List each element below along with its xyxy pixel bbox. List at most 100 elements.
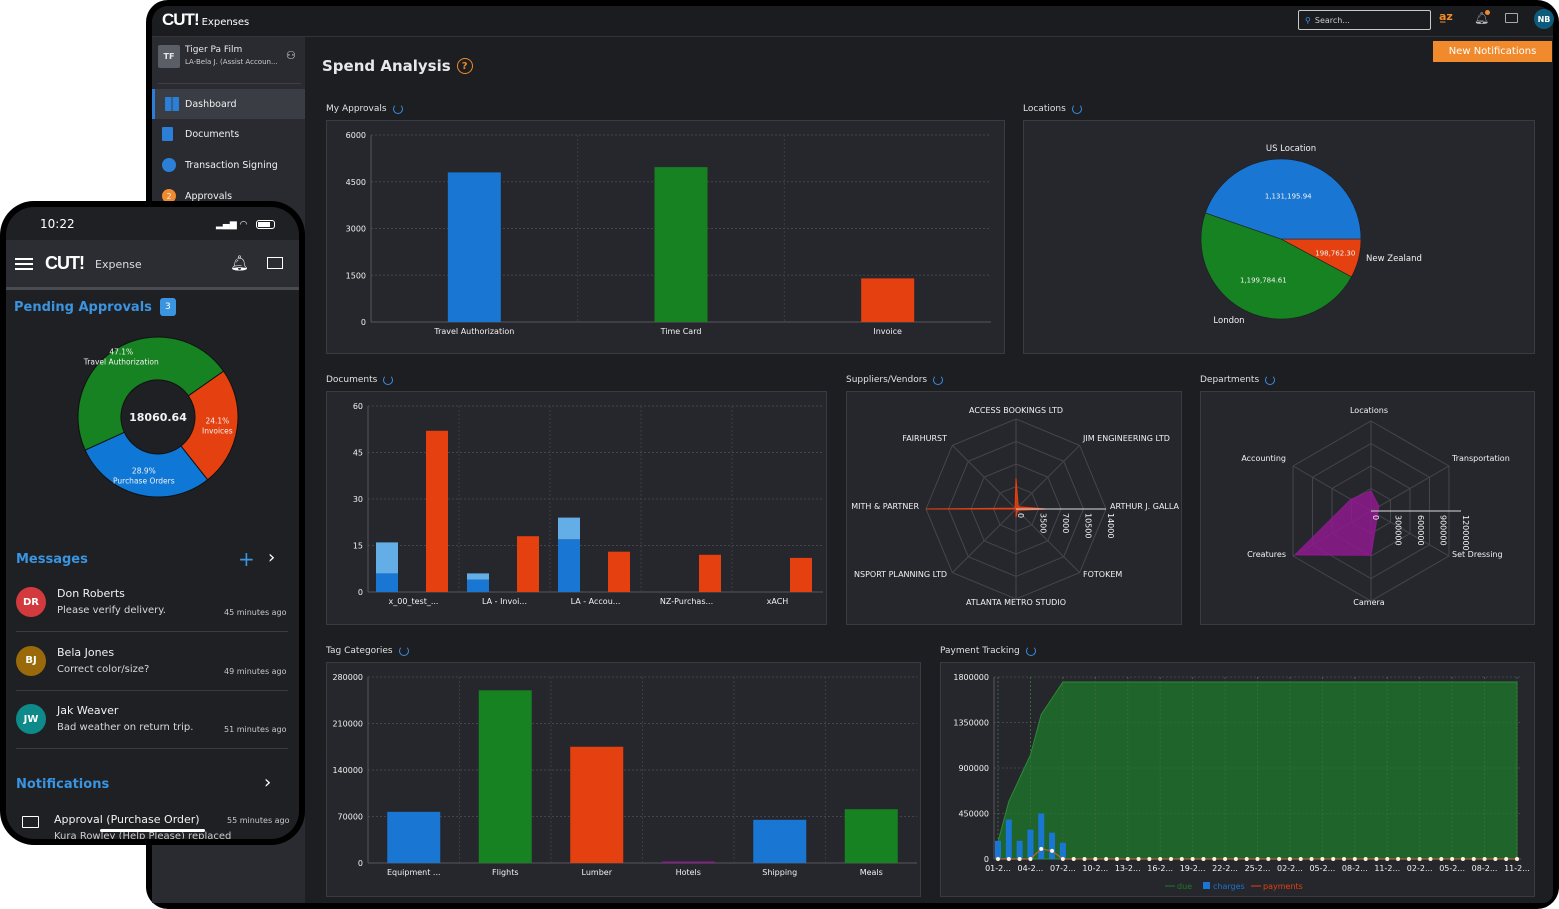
notification-dot: [1485, 10, 1490, 15]
notifications-chevron-right-icon[interactable]: ›: [264, 772, 272, 793]
refresh-icon[interactable]: [392, 104, 403, 114]
app-logo[interactable]: CUT! Expenses: [162, 10, 249, 30]
message-time: 49 minutes ago: [224, 666, 287, 676]
bell-icon[interactable]: 🔔︎: [230, 254, 250, 272]
bar-segment: [426, 430, 448, 592]
axis-label: Creatures: [1247, 550, 1286, 559]
panel-title-text: Departments: [1200, 375, 1260, 385]
pending-approvals-header[interactable]: Pending Approvals 3: [14, 298, 176, 316]
bar-segment: [608, 551, 630, 592]
y-tick-label: 6000: [346, 131, 366, 140]
x-tick-label: 08-2...: [1472, 864, 1498, 873]
sidebar-item-approvals[interactable]: 2 Approvals: [152, 181, 305, 211]
x-tick-label: Shipping: [762, 868, 797, 877]
payment-point: [1460, 857, 1465, 861]
locations-svg: 198,762.30 New Zealand 1,199,784.61 London 1…: [1200, 144, 1422, 326]
refresh-icon[interactable]: [1265, 375, 1276, 385]
switch-user-icon[interactable]: ⚇: [286, 49, 296, 62]
legend-label: charges: [1213, 882, 1245, 891]
radar-spoke: [1015, 508, 1080, 573]
y-tick-label: 0: [984, 855, 989, 864]
departments-title: Departments: [1200, 375, 1276, 385]
y-tick-label: 4500: [346, 178, 366, 187]
payment-point: [1039, 846, 1044, 851]
locations-chart: 198,762.30 New Zealand 1,199,784.61 London 1…: [1023, 120, 1535, 354]
payment-point: [1093, 857, 1098, 861]
payment-point: [1331, 857, 1336, 861]
radar-area: [925, 478, 1047, 518]
dashboard-icon: [165, 97, 179, 111]
logo-mark: CUT!: [162, 10, 200, 29]
x-tick-label: 02-2...: [1277, 864, 1303, 873]
message-item[interactable]: BJ Bela Jones Correct color/size? 49 min…: [6, 638, 299, 694]
notifications-title: Notifications: [16, 777, 110, 792]
sidebar-item-transaction-signing[interactable]: Transaction Signing: [152, 150, 305, 180]
user-avatar[interactable]: NB: [1534, 9, 1554, 29]
x-tick-label: 19-2...: [1180, 864, 1206, 873]
messages-chevron-right-icon[interactable]: ›: [268, 547, 276, 568]
slice-value-label: 198,762.30: [1315, 250, 1355, 258]
home-indicator: [100, 829, 205, 832]
menu-icon[interactable]: [15, 258, 33, 270]
sidebar-item-label: Documents: [185, 128, 240, 140]
pending-approvals-donut: 24.1%Invoices 28.9%Purchase Orders 47.1%Tr…: [77, 336, 239, 498]
x-tick-label: 02-2...: [1407, 864, 1433, 873]
x-tick-label: Equipment ...: [387, 868, 441, 877]
payment-point: [1212, 857, 1217, 861]
payment-point: [1493, 857, 1498, 861]
message-item[interactable]: JW Jak Weaver Bad weather on return trip…: [6, 696, 299, 752]
chat-icon[interactable]: [267, 257, 283, 269]
notification-item[interactable]: Approval (Purchase Order) 55 minutes ago…: [6, 807, 299, 839]
axis-label: Set Dressing: [1452, 550, 1503, 559]
chat-icon[interactable]: [1505, 13, 1518, 23]
panel-title-text: My Approvals: [326, 104, 387, 114]
x-tick-label: 05-2...: [1439, 864, 1465, 873]
donut-slice: [180, 370, 239, 481]
sidebar-item-dashboard[interactable]: Dashboard: [152, 89, 305, 119]
add-message-icon[interactable]: +: [238, 547, 255, 571]
y-tick-label: 900000: [958, 764, 989, 773]
messages-title: Messages: [16, 552, 88, 567]
payment-point: [1428, 857, 1433, 861]
y-tick-label: 45: [353, 449, 363, 458]
new-notifications-button[interactable]: New Notifications: [1433, 41, 1552, 62]
translate-icon[interactable]: a̲z: [1439, 10, 1453, 23]
refresh-icon[interactable]: [383, 375, 394, 385]
y-tick-label: 450000: [958, 810, 989, 819]
org-avatar: TF: [158, 45, 180, 68]
bar: [654, 167, 708, 322]
payment-point: [1298, 857, 1303, 861]
refresh-icon[interactable]: [933, 375, 944, 385]
org-name: Tiger Pa Film: [185, 45, 243, 55]
radar-spoke: [952, 508, 1017, 573]
y-tick-label: 0: [358, 588, 363, 597]
radar-spoke: [1370, 465, 1450, 512]
radial-tick-label: 7000: [1061, 513, 1070, 533]
axis-label: ARTHUR J. GALLA: [1110, 502, 1180, 511]
payment-point: [1320, 857, 1325, 861]
refresh-icon[interactable]: [1071, 104, 1082, 114]
divider: [16, 689, 288, 691]
axis-label: FOTOKEM: [1083, 570, 1122, 579]
radar-spoke: [1370, 510, 1450, 557]
search-input[interactable]: ⚲ Search...: [1298, 10, 1431, 30]
x-tick-label: Lumber: [582, 868, 613, 877]
suppliers-svg: ACCESS BOOKINGS LTD JIM ENGINEERING LTD AR…: [851, 406, 1180, 607]
sidebar-item-documents[interactable]: Documents: [152, 119, 305, 149]
x-tick-label: Time Card: [660, 327, 702, 336]
refresh-icon[interactable]: [1025, 646, 1036, 656]
payment-tracking-title: Payment Tracking: [940, 646, 1036, 656]
help-icon[interactable]: ?: [456, 58, 473, 74]
axis-label: Accounting: [1241, 454, 1286, 463]
x-tick-label: Flights: [492, 868, 519, 877]
y-tick-label: 3000: [346, 225, 366, 234]
message-item[interactable]: DR Don Roberts Please verify delivery. 4…: [6, 579, 299, 635]
x-tick-label: 11-2...: [1504, 864, 1530, 873]
payment-point: [1179, 857, 1184, 861]
page-title: Spend Analysis ?: [322, 57, 473, 75]
x-tick-label: Meals: [860, 868, 883, 877]
refresh-icon[interactable]: [398, 646, 409, 656]
x-tick-label: 07-2...: [1050, 864, 1076, 873]
bar: [387, 811, 441, 863]
divider: [16, 631, 288, 632]
